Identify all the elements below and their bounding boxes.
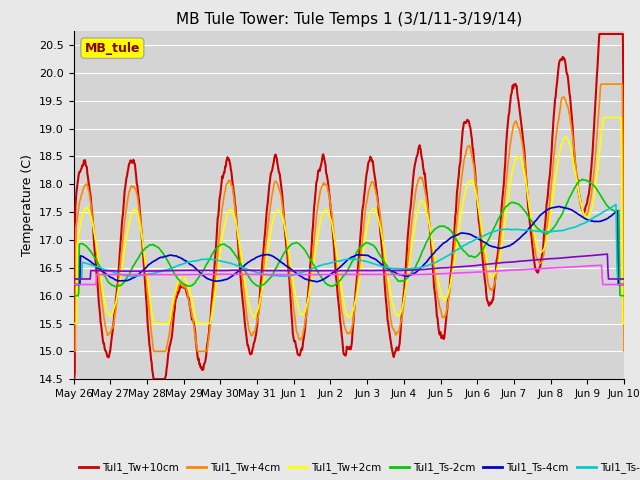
Title: MB Tule Tower: Tule Temps 1 (3/1/11-3/19/14): MB Tule Tower: Tule Temps 1 (3/1/11-3/19… xyxy=(175,12,522,27)
Text: MB_tule: MB_tule xyxy=(84,42,140,55)
Y-axis label: Temperature (C): Temperature (C) xyxy=(20,154,33,256)
